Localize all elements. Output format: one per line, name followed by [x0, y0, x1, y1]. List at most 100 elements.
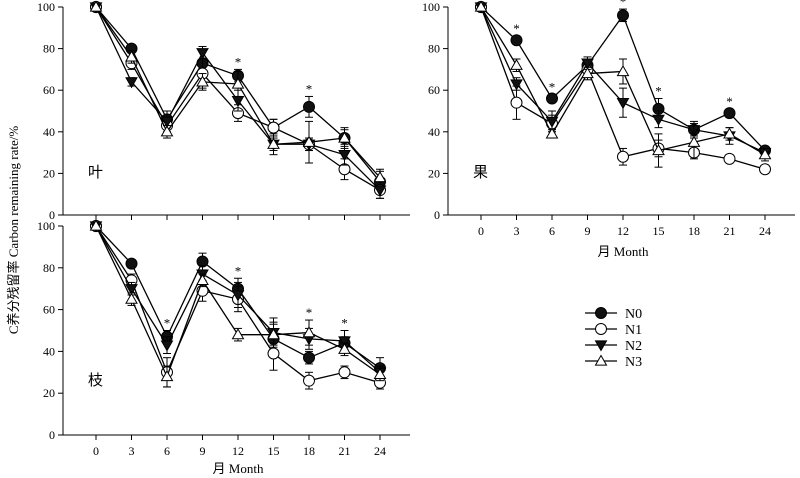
- x-tick-label: 6: [549, 224, 555, 238]
- data-point-N3: [267, 137, 280, 149]
- legend-entry-N2: N2: [585, 339, 642, 354]
- y-tick-label: 80: [43, 261, 55, 275]
- chart-panel-1: 0 20 40 60 80 100 叶 * *: [37, 0, 410, 222]
- data-point-N1: [338, 366, 351, 379]
- data-point-N3: [89, 219, 103, 231]
- y-tick-label: 0: [49, 428, 55, 442]
- legend-marker-N2: [594, 340, 608, 352]
- data-point-N2: [510, 79, 523, 91]
- data-point-N3: [125, 292, 138, 304]
- x-axis-title: 月 Month: [213, 461, 264, 476]
- significance-star: *: [235, 54, 242, 69]
- data-point-N2: [160, 116, 174, 128]
- y-tick-label: 80: [43, 42, 55, 56]
- y-tick-label: 40: [43, 344, 55, 358]
- data-point-N1: [510, 96, 523, 109]
- data-point-N3: [231, 77, 245, 89]
- data-point-N2: [196, 48, 209, 60]
- data-point-N3: [160, 369, 174, 382]
- data-point-N2: [652, 114, 665, 126]
- data-point-N2: [125, 284, 138, 296]
- x-tick-label: 0: [93, 444, 99, 458]
- data-point-N3: [373, 367, 387, 380]
- y-tick-label: 60: [43, 303, 55, 317]
- panel-label: 叶: [88, 164, 103, 181]
- data-point-N3: [474, 0, 488, 12]
- y-tick-label: 20: [43, 166, 55, 180]
- data-point-N3: [723, 127, 736, 139]
- data-point-N3: [196, 273, 209, 285]
- data-point-N2: [545, 116, 559, 128]
- y-tick-label: 0: [49, 208, 55, 222]
- significance-star: *: [620, 0, 627, 9]
- x-tick-label: 15: [653, 224, 665, 238]
- x-tick-label: 15: [268, 444, 280, 458]
- data-point-N3: [267, 328, 280, 340]
- significance-star: *: [235, 263, 242, 278]
- data-point-N2: [125, 77, 138, 89]
- y-tick-label: 100: [422, 0, 440, 14]
- data-point-N0: [546, 92, 558, 105]
- data-point-N3: [302, 326, 316, 338]
- panel-label: 枝: [88, 372, 103, 389]
- x-tick-label: 12: [617, 224, 629, 238]
- data-point-N3: [510, 58, 523, 70]
- data-point-N3: [89, 0, 103, 12]
- data-point-N0: [303, 100, 315, 113]
- series-N2: [89, 221, 387, 380]
- data-point-N0: [125, 257, 138, 270]
- y-tick-label: 20: [428, 166, 440, 180]
- series-N3: [474, 0, 772, 168]
- panel-label: 果: [473, 165, 488, 181]
- legend-entry-N3: N3: [585, 354, 642, 370]
- legend-label: N2: [625, 339, 642, 354]
- data-point-N3: [758, 148, 772, 160]
- y-tick-label: 40: [428, 125, 440, 139]
- data-point-N1: [759, 163, 771, 176]
- data-point-N3: [160, 125, 174, 137]
- x-tick-label: 18: [303, 444, 315, 458]
- x-tick-label: 18: [688, 224, 700, 238]
- legend-marker-N0: [595, 307, 607, 319]
- data-point-N3: [545, 127, 559, 139]
- data-point-N3: [338, 342, 351, 354]
- legend-label: N1: [625, 323, 642, 338]
- data-point-N3: [338, 131, 351, 143]
- data-point-N3: [196, 75, 209, 87]
- legend-entry-N1: N1: [585, 323, 642, 338]
- y-tick-label: 60: [428, 83, 440, 97]
- x-tick-label: 21: [724, 224, 736, 238]
- data-point-N2: [231, 290, 245, 302]
- y-axis-title: C养分残留率 Carbon remaining rate/%: [6, 126, 21, 334]
- data-point-N2: [338, 336, 351, 348]
- legend-label: N0: [625, 307, 642, 322]
- x-tick-label: 24: [374, 444, 386, 458]
- y-tick-label: 20: [43, 386, 55, 400]
- significance-star: *: [655, 84, 662, 99]
- data-point-N3: [652, 144, 665, 156]
- data-point-N3: [687, 135, 701, 147]
- data-point-N1: [617, 150, 629, 163]
- x-axis-title: 月 Month: [598, 244, 649, 259]
- data-point-N1: [723, 152, 736, 165]
- data-point-N1: [267, 121, 280, 134]
- data-point-N2: [581, 58, 594, 70]
- significance-star: *: [549, 79, 556, 94]
- data-point-N1: [267, 347, 280, 360]
- data-point-N2: [338, 150, 351, 162]
- x-tick-label: 12: [232, 444, 244, 458]
- significance-star: *: [164, 316, 171, 331]
- data-point-N3: [373, 171, 387, 183]
- chart-panel-2: 0 20 40 60 80 100 0 3 6 9 12 15 18 21 24 月 Month 果 * * * * *: [422, 0, 795, 259]
- legend-marker-N3: [594, 354, 608, 366]
- x-tick-label: 6: [164, 444, 170, 458]
- y-tick-label: 100: [37, 219, 55, 233]
- data-point-N2: [616, 98, 630, 110]
- legend-entry-N0: N0: [585, 307, 642, 322]
- data-point-N0: [617, 9, 629, 22]
- x-tick-label: 0: [478, 224, 484, 238]
- legend-marker-N1: [595, 323, 607, 335]
- significance-star: *: [306, 305, 313, 320]
